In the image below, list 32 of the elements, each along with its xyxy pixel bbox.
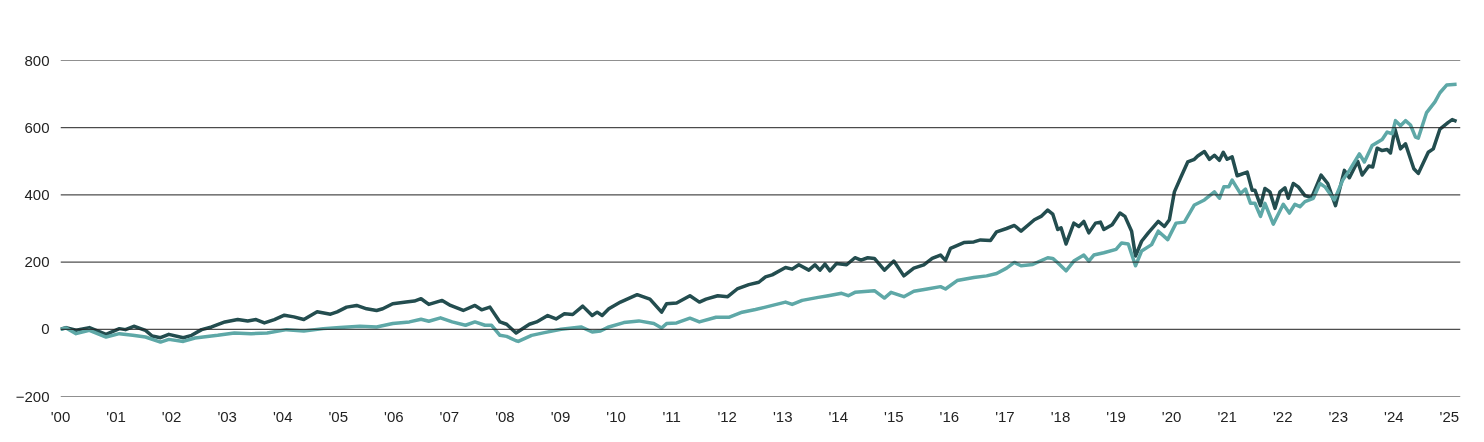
x-tick-label: '02 bbox=[161, 407, 182, 425]
x-tick-label: '13 bbox=[772, 407, 793, 425]
x-tick-label: '18 bbox=[1050, 407, 1071, 425]
x-tick-label: '12 bbox=[717, 407, 737, 425]
x-tick-label: '15 bbox=[884, 407, 904, 425]
x-tick-label: '10 bbox=[606, 407, 626, 425]
x-tick-label: '14 bbox=[828, 407, 849, 425]
y-tick-label: 200 bbox=[24, 253, 50, 271]
x-tick-label: '03 bbox=[217, 407, 237, 425]
x-tick-label: '21 bbox=[1217, 407, 1237, 425]
x-tick-label: '24 bbox=[1384, 407, 1404, 425]
x-tick-label: '00 bbox=[50, 407, 71, 425]
x-tick-label: '20 bbox=[1161, 407, 1182, 425]
y-tick-label: 0 bbox=[41, 320, 50, 338]
y-tick-label: 400 bbox=[24, 185, 50, 203]
x-tick-label: '16 bbox=[939, 407, 960, 425]
x-tick-label: '17 bbox=[995, 407, 1015, 425]
x-tick-label: '04 bbox=[272, 407, 293, 425]
x-tick-label: '23 bbox=[1328, 407, 1349, 425]
x-tick-label: '08 bbox=[495, 407, 515, 425]
y-tick-label: 800 bbox=[24, 51, 50, 69]
y-tick-label: −200 bbox=[15, 387, 50, 405]
x-tick-label: '06 bbox=[384, 407, 404, 425]
x-tick-label: '01 bbox=[106, 407, 126, 425]
x-tick-label: '25 bbox=[1439, 407, 1460, 425]
x-tick-label: '11 bbox=[662, 407, 681, 425]
x-tick-label: '07 bbox=[439, 407, 460, 425]
x-tick-label: '05 bbox=[328, 407, 349, 425]
x-tick-label: '09 bbox=[550, 407, 571, 425]
x-tick-label: '19 bbox=[1106, 407, 1126, 425]
x-tick-label: '22 bbox=[1272, 407, 1293, 425]
y-tick-label: 600 bbox=[24, 118, 50, 136]
